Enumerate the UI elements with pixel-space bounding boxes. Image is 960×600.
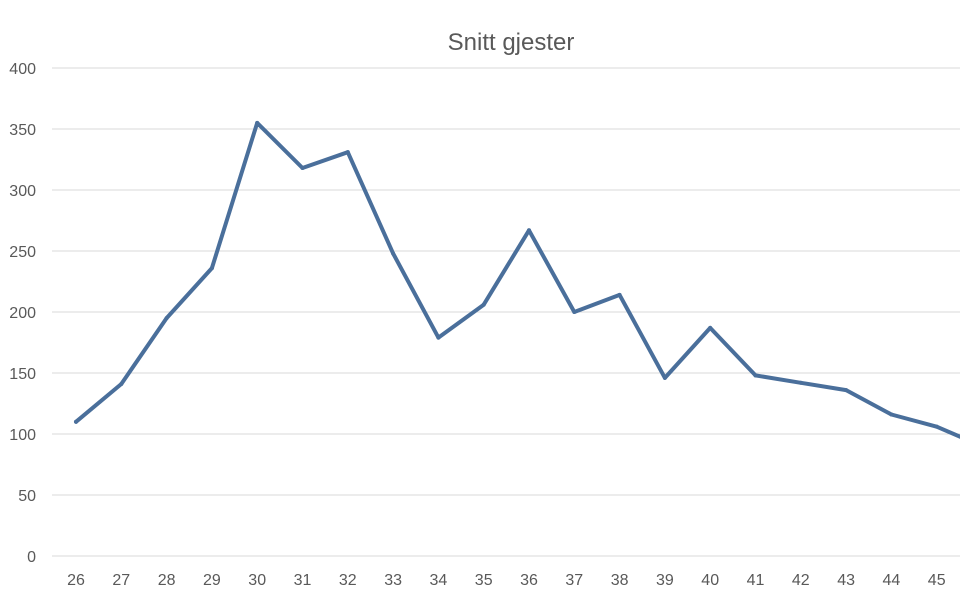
x-tick-label: 36 <box>520 572 538 589</box>
gridlines <box>52 67 960 557</box>
chart-title: Snitt gjester <box>448 29 575 56</box>
x-tick-label: 26 <box>67 572 85 589</box>
x-axis-tick-labels: 26 27 28 29 30 31 32 33 34 35 36 37 38 39 40 41 42 43 44 45 <box>67 572 946 589</box>
data-point <box>345 150 350 155</box>
x-tick-label: 31 <box>294 572 312 589</box>
data-point <box>617 292 622 297</box>
data-point <box>527 228 531 233</box>
x-tick-label: 37 <box>565 572 583 589</box>
series-line <box>74 120 960 439</box>
x-tick-label: 38 <box>611 572 629 589</box>
data-point <box>74 419 78 424</box>
x-tick-label: 42 <box>792 572 810 589</box>
data-point <box>481 302 486 307</box>
data-point <box>436 335 441 340</box>
y-tick-label: 250 <box>9 244 36 261</box>
x-tick-label: 39 <box>656 572 674 589</box>
data-point <box>255 120 260 125</box>
y-tick-label: 300 <box>9 183 36 200</box>
x-tick-label: 28 <box>158 572 176 589</box>
x-tick-label: 29 <box>203 572 221 589</box>
y-tick-label: 400 <box>9 61 36 78</box>
data-point <box>209 266 214 271</box>
data-point <box>889 412 894 417</box>
y-tick-label: 200 <box>9 305 36 322</box>
data-point <box>300 166 305 171</box>
data-point <box>798 380 803 385</box>
x-tick-label: 43 <box>837 572 855 589</box>
x-tick-label: 34 <box>430 572 448 589</box>
data-point <box>391 251 396 256</box>
y-tick-label: 100 <box>9 427 36 444</box>
x-tick-label: 44 <box>883 572 901 589</box>
x-tick-label: 35 <box>475 572 493 589</box>
y-tick-label: 50 <box>18 488 36 505</box>
data-point <box>708 325 713 330</box>
y-axis-tick-labels: 0 50 100 150 200 250 300 350 400 <box>9 61 36 566</box>
series-layer <box>74 120 960 439</box>
y-tick-label: 150 <box>9 366 36 383</box>
data-point <box>572 310 577 314</box>
y-tick-label: 350 <box>9 122 36 139</box>
data-point <box>844 388 849 393</box>
x-tick-label: 32 <box>339 572 357 589</box>
x-tick-label: 30 <box>248 572 266 589</box>
data-point <box>662 375 667 380</box>
x-tick-label: 33 <box>384 572 402 589</box>
x-tick-label: 45 <box>928 572 946 589</box>
x-tick-label: 41 <box>747 572 765 589</box>
x-tick-label: 40 <box>701 572 719 589</box>
data-point <box>934 424 939 429</box>
x-tick-label: 27 <box>112 572 130 589</box>
data-point <box>119 381 124 386</box>
data-point <box>164 316 169 321</box>
y-tick-label: 0 <box>27 549 36 566</box>
data-point <box>753 373 758 378</box>
